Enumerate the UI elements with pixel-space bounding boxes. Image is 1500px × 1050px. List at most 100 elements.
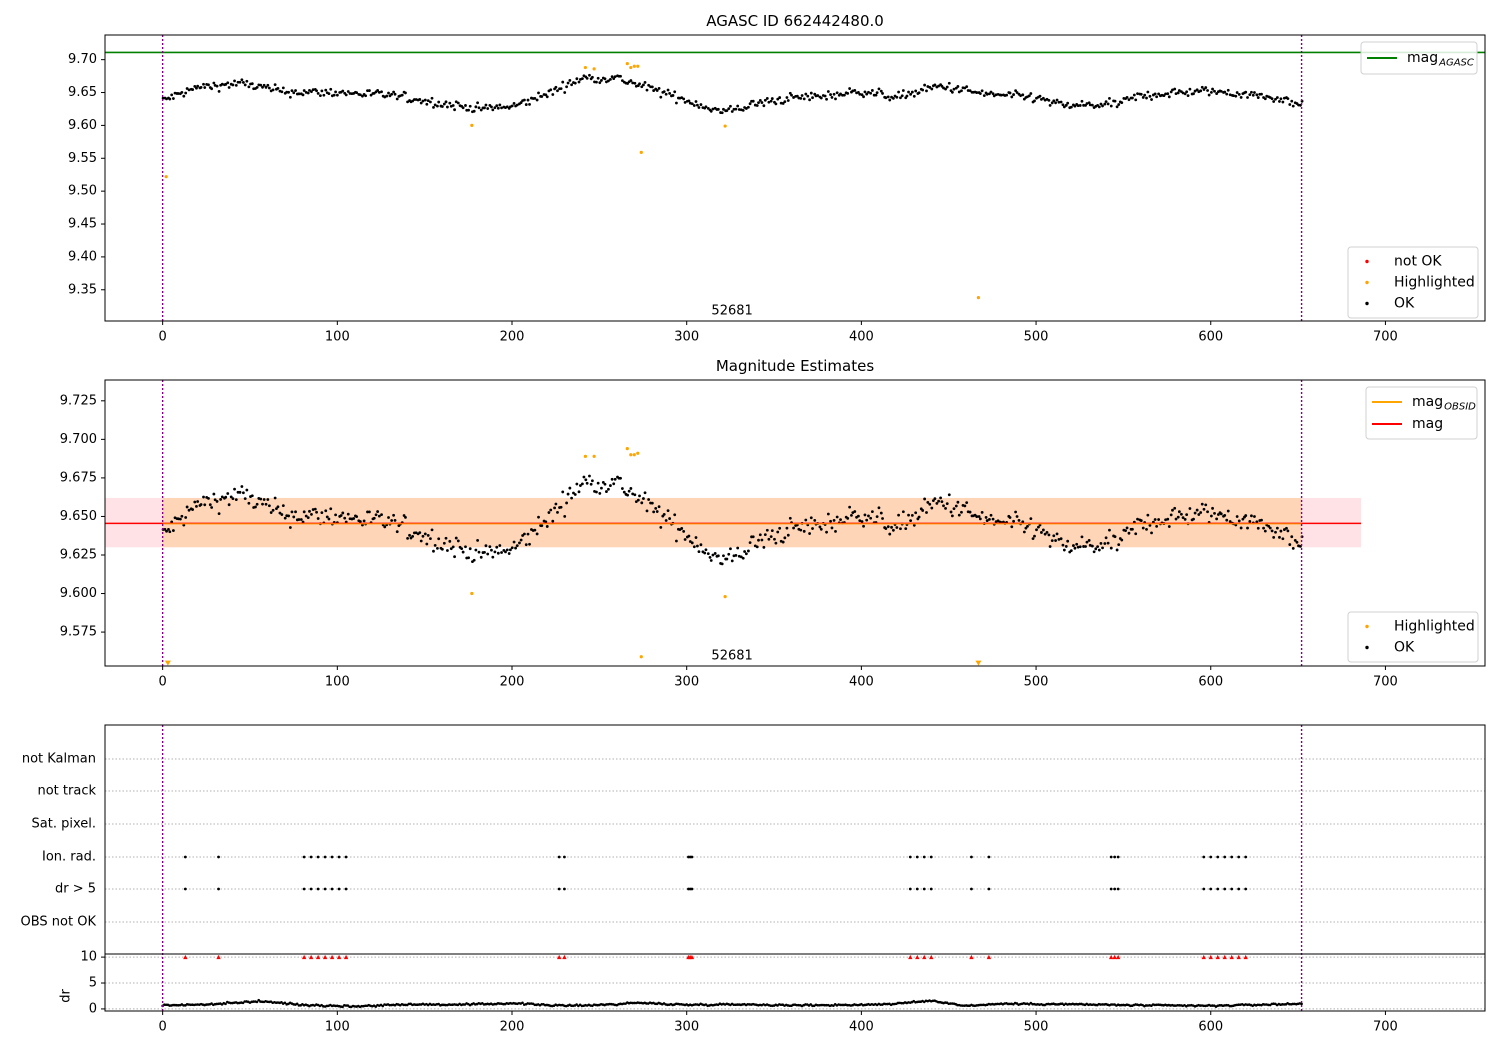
mid-ok-point <box>884 527 888 530</box>
top-axes-frame <box>104 34 1486 322</box>
top-highlighted-point <box>625 62 629 66</box>
top-ok-point <box>259 83 263 87</box>
mid-ok-point <box>1047 533 1051 537</box>
mid-ok-point <box>1278 535 1281 539</box>
mid-ok-point <box>491 555 495 559</box>
mid-ok-point <box>947 493 951 497</box>
mid-ok-point <box>769 535 773 539</box>
mid-ok-point <box>848 505 852 509</box>
mid-ok-point <box>1181 516 1185 520</box>
mid-ok-point <box>505 548 509 552</box>
bot-flag-point <box>1113 855 1117 859</box>
top-ok-point <box>436 104 439 108</box>
top-ok-point <box>231 83 235 87</box>
bot-flag-point <box>1109 855 1113 859</box>
mid-ok-point <box>195 504 198 508</box>
top-upper-legend <box>1360 41 1478 75</box>
mid-ok-point <box>638 494 641 498</box>
top-ok-point <box>477 106 481 110</box>
mid-ok-point <box>1282 528 1286 531</box>
mid-ok-point <box>765 528 769 532</box>
top-ok-point <box>858 92 862 96</box>
mid-ok-point <box>540 524 544 528</box>
top-ok-point <box>945 85 949 89</box>
mid-ok-point <box>392 513 396 517</box>
top-ok-point <box>907 90 910 94</box>
top-ok-point <box>1281 100 1285 104</box>
top-ok-point <box>1232 94 1235 98</box>
top-ok-point <box>1274 97 1277 101</box>
mid-ok-point <box>267 504 271 508</box>
mid-ok-point <box>985 519 989 522</box>
mid-ok-point <box>910 513 914 517</box>
mid-ok-point <box>231 497 235 501</box>
top-ok-point <box>568 79 572 82</box>
mid-ok-point <box>199 503 203 506</box>
top-ok-point <box>247 85 251 89</box>
mid-ok-point <box>829 519 832 523</box>
mid-ok-point <box>203 503 207 507</box>
mid-ok-point <box>180 514 184 518</box>
top-ok-point <box>1200 85 1204 89</box>
mid-ok-point <box>461 550 465 554</box>
mid-ok-point <box>418 531 422 535</box>
mid-ok-point <box>1145 527 1148 531</box>
mid-ok-point <box>1085 540 1089 544</box>
bot-category-label: not Kalman <box>22 752 96 767</box>
mid-ok-point <box>860 520 864 523</box>
mid-ok-point <box>694 536 698 539</box>
top-ok-point <box>474 105 478 109</box>
mid-ok-point <box>939 496 943 500</box>
mid-ok-point <box>1117 543 1121 547</box>
mid-ok-point <box>897 513 900 517</box>
mid-ok-point <box>476 538 479 542</box>
bot-dr-clipped-marker <box>1229 954 1234 960</box>
mid-ok-point <box>535 532 539 536</box>
top-ok-point <box>1052 99 1056 103</box>
mid-ok-point <box>220 495 224 499</box>
mid-upper-legend <box>1365 386 1478 440</box>
mid-ok-point <box>358 520 362 523</box>
mid-ok-point <box>575 482 579 486</box>
bot-x-tick-label: 700 <box>1373 1020 1398 1035</box>
top-ok-point <box>281 86 285 90</box>
top-ok-point <box>1244 90 1248 94</box>
top-ok-point <box>203 86 207 89</box>
top-ok-point <box>869 91 873 95</box>
top-ok-point <box>1008 91 1012 95</box>
mid-ok-point <box>243 497 247 501</box>
top-ok-point <box>620 79 624 83</box>
mid-ok-point <box>792 526 795 530</box>
top-ok-point <box>559 87 563 90</box>
mid-ok-point <box>960 510 963 514</box>
top-ok-point <box>199 86 203 89</box>
bot-dr-clipped-marker <box>1215 954 1220 960</box>
top-ok-point <box>498 103 502 107</box>
top-ok-point <box>392 90 396 94</box>
mid-ok-point <box>1237 519 1241 523</box>
bot-flag-point <box>1202 887 1206 891</box>
mid-ok-point <box>1279 529 1283 533</box>
top-ok-point <box>968 89 972 93</box>
mid-ok-point <box>590 479 594 483</box>
top-ok-point <box>1186 94 1190 98</box>
top-ok-point <box>950 90 954 94</box>
mid-y-tick-label: 9.700 <box>60 432 97 447</box>
mid-ok-point <box>362 519 366 523</box>
bot-flag-point <box>1216 855 1220 859</box>
mid-ok-point <box>826 512 830 516</box>
top-ok-point <box>468 104 472 108</box>
mid-ok-point <box>484 544 488 548</box>
mid-ok-point <box>1215 517 1219 521</box>
mid-ok-point <box>1272 535 1276 539</box>
mid-obsid-annotation: 52681 <box>711 648 752 663</box>
top-ok-point <box>1235 91 1239 94</box>
top-ok-point <box>1038 94 1042 98</box>
mid-ok-point <box>944 506 947 510</box>
mid-ok-point <box>1017 518 1021 522</box>
mid-ok-point <box>1073 546 1077 550</box>
top-ok-point <box>804 92 808 96</box>
bot-category-label: Sat. pixel. <box>32 817 96 832</box>
mid-ok-point <box>1226 509 1230 513</box>
mid-ok-point <box>1166 517 1170 521</box>
